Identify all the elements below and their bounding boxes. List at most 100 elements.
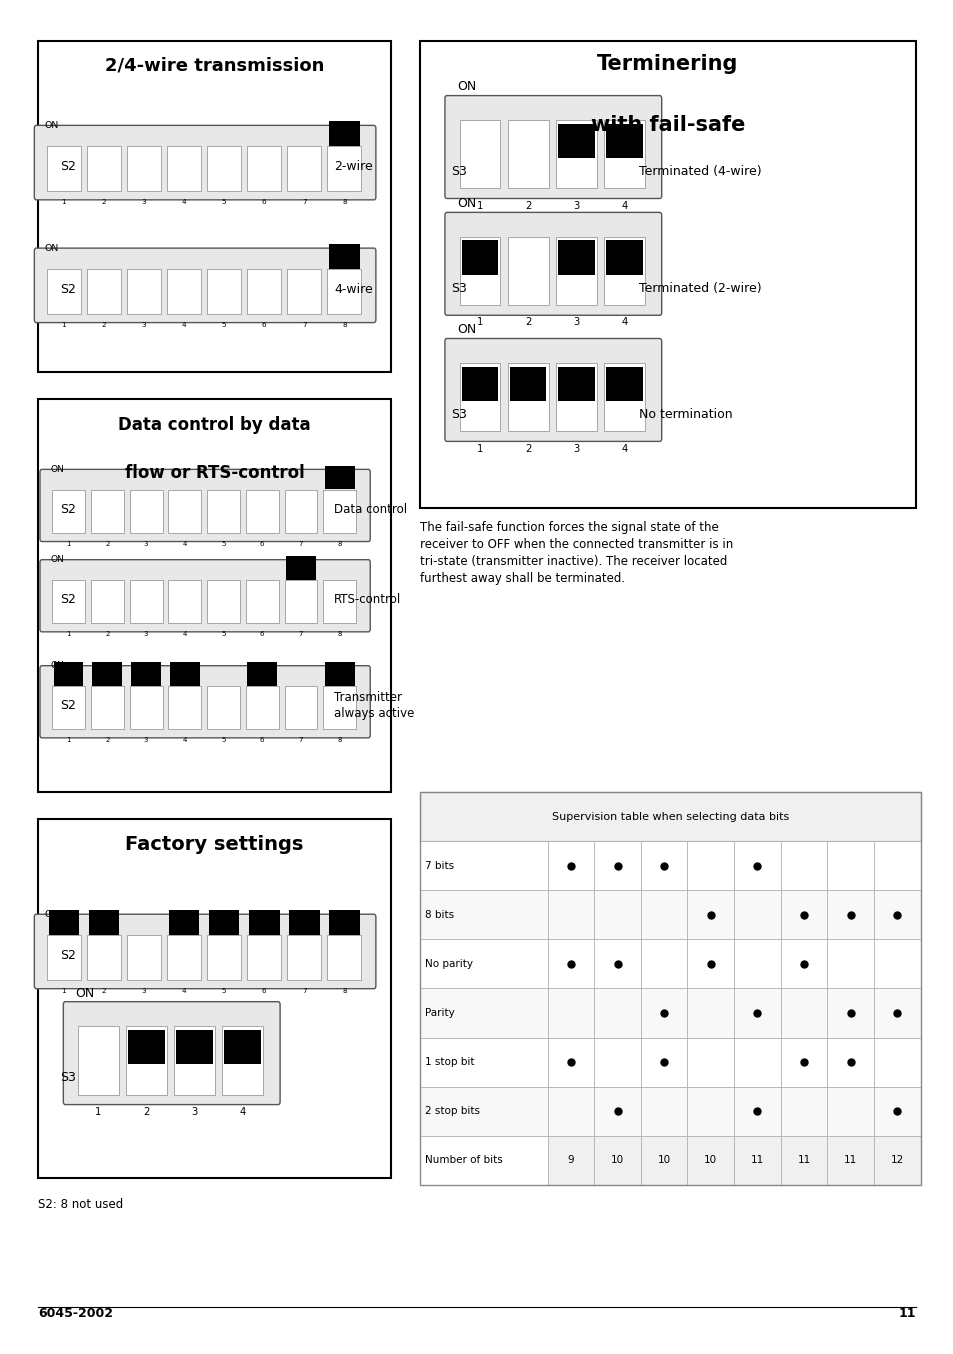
Text: 5: 5 (221, 737, 226, 743)
Text: 1: 1 (476, 444, 482, 454)
Bar (207, 580, 240, 623)
Bar (556, 363, 596, 432)
Text: 1: 1 (476, 200, 482, 211)
Text: ON: ON (456, 80, 476, 93)
Text: 6: 6 (260, 737, 264, 743)
Bar (91, 490, 124, 533)
Text: 6: 6 (260, 631, 264, 638)
Text: 6: 6 (262, 199, 266, 206)
Text: 8: 8 (342, 322, 346, 328)
Bar (284, 580, 317, 623)
Text: 8 bits: 8 bits (424, 910, 454, 919)
Bar (640, 1037, 687, 1086)
Text: 4: 4 (182, 199, 186, 206)
Bar (640, 988, 687, 1037)
Text: No parity: No parity (424, 959, 472, 969)
Bar (640, 841, 687, 891)
Text: Transmitter
always active: Transmitter always active (334, 691, 414, 720)
Bar (92, 662, 122, 685)
Bar (594, 988, 640, 1037)
Bar (127, 146, 161, 191)
Text: 2: 2 (102, 322, 106, 328)
Text: 10: 10 (703, 1155, 717, 1166)
Bar (733, 1086, 780, 1136)
Text: S2: S2 (60, 949, 76, 963)
Bar (733, 891, 780, 940)
Text: S2: S2 (60, 283, 76, 297)
Text: flow or RTS-control: flow or RTS-control (125, 464, 304, 482)
Bar (47, 936, 81, 980)
Text: 1: 1 (62, 988, 66, 994)
Bar (733, 841, 780, 891)
Bar (38, 399, 391, 792)
Bar (826, 1086, 873, 1136)
Bar (222, 1026, 263, 1094)
Text: 1: 1 (62, 322, 66, 328)
Text: 7: 7 (298, 540, 303, 547)
Bar (174, 1026, 214, 1094)
Bar (826, 1037, 873, 1086)
Bar (176, 1030, 213, 1064)
Text: 5: 5 (222, 322, 226, 328)
Text: 2: 2 (105, 631, 110, 638)
Text: RTS-control: RTS-control (334, 593, 400, 607)
Text: Terminated (2-wire): Terminated (2-wire) (639, 282, 761, 295)
Bar (687, 988, 733, 1037)
Bar (873, 1136, 920, 1185)
Bar (640, 940, 687, 988)
Bar (130, 580, 162, 623)
Text: S2: S2 (60, 699, 76, 712)
Bar (687, 841, 733, 891)
Bar (207, 146, 241, 191)
Bar (419, 1086, 547, 1136)
Text: 2 stop bits: 2 stop bits (424, 1106, 479, 1116)
Text: S3: S3 (60, 1071, 76, 1085)
Bar (246, 686, 278, 730)
Bar (558, 123, 594, 158)
Bar (87, 269, 121, 314)
Bar (130, 490, 162, 533)
Text: Parity: Parity (424, 1007, 454, 1018)
Bar (246, 580, 278, 623)
Bar (733, 1037, 780, 1086)
FancyBboxPatch shape (444, 96, 661, 199)
Text: 4-wire: 4-wire (334, 283, 373, 297)
Text: 6: 6 (262, 988, 266, 994)
Text: S3: S3 (451, 282, 467, 295)
Text: 4: 4 (182, 540, 187, 547)
Bar (38, 41, 391, 372)
Bar (207, 269, 241, 314)
Text: 4: 4 (620, 444, 627, 454)
Bar (327, 146, 361, 191)
Bar (733, 1136, 780, 1185)
Bar (284, 686, 317, 730)
Text: ON: ON (456, 324, 476, 336)
FancyBboxPatch shape (444, 338, 661, 441)
Bar (640, 891, 687, 940)
Text: 7: 7 (302, 199, 306, 206)
Bar (419, 841, 547, 891)
Bar (780, 841, 826, 891)
Text: 3: 3 (573, 200, 578, 211)
Text: 2/4-wire transmission: 2/4-wire transmission (105, 57, 324, 74)
Text: 11: 11 (750, 1155, 763, 1166)
Bar (603, 363, 644, 432)
Bar (780, 988, 826, 1037)
Text: S2: 8 not used: S2: 8 not used (38, 1198, 123, 1212)
Bar (327, 936, 361, 980)
Bar (89, 910, 119, 934)
Bar (547, 891, 594, 940)
Text: S2: S2 (60, 160, 76, 173)
Text: 2: 2 (524, 200, 531, 211)
Text: Supervision table when selecting data bits: Supervision table when selecting data bi… (551, 811, 788, 822)
Text: 5: 5 (221, 540, 226, 547)
Bar (247, 146, 281, 191)
Bar (547, 1086, 594, 1136)
FancyBboxPatch shape (34, 248, 375, 322)
Bar (323, 490, 355, 533)
Text: 2: 2 (524, 317, 531, 328)
Text: 1: 1 (62, 199, 66, 206)
Text: 7: 7 (298, 631, 303, 638)
Bar (873, 891, 920, 940)
Bar (329, 910, 359, 934)
